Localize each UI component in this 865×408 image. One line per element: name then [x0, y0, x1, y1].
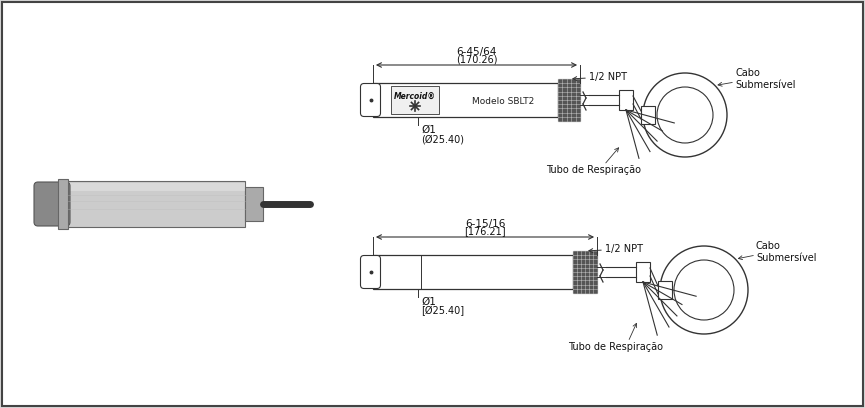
Text: Cabo
Submersível: Cabo Submersível: [735, 68, 796, 90]
Text: Ø1: Ø1: [421, 125, 436, 135]
Bar: [573, 251, 597, 293]
Text: 1/2 NPT: 1/2 NPT: [589, 72, 627, 82]
Bar: [373, 255, 573, 289]
Text: Tubo de Respiração: Tubo de Respiração: [568, 342, 663, 352]
Bar: [636, 262, 650, 282]
FancyBboxPatch shape: [361, 255, 381, 288]
FancyBboxPatch shape: [34, 182, 70, 226]
Bar: [658, 281, 672, 299]
Text: [176.21]: [176.21]: [465, 226, 506, 236]
Bar: [245, 187, 263, 221]
Bar: [641, 106, 655, 124]
Bar: [619, 90, 633, 110]
Text: Modelo SBLT2: Modelo SBLT2: [472, 97, 534, 106]
Text: Ø1: Ø1: [421, 297, 436, 307]
Text: (170.26): (170.26): [456, 54, 497, 64]
Text: Mercoid®: Mercoid®: [394, 91, 436, 100]
Bar: [373, 83, 558, 117]
Text: 6-15/16: 6-15/16: [465, 219, 505, 229]
Text: 1/2 NPT: 1/2 NPT: [605, 244, 643, 254]
Bar: [60, 183, 245, 191]
Bar: [58, 179, 68, 229]
Text: [Ø25.40]: [Ø25.40]: [421, 306, 465, 316]
Bar: [60, 181, 245, 227]
Bar: [558, 79, 580, 121]
Text: Tubo de Respiração: Tubo de Respiração: [547, 165, 642, 175]
Bar: [391, 86, 439, 114]
Text: 6-45/64: 6-45/64: [457, 47, 497, 57]
Text: (Ø25.40): (Ø25.40): [421, 134, 464, 144]
FancyBboxPatch shape: [361, 84, 381, 117]
Text: Cabo
Submersível: Cabo Submersível: [756, 241, 817, 263]
